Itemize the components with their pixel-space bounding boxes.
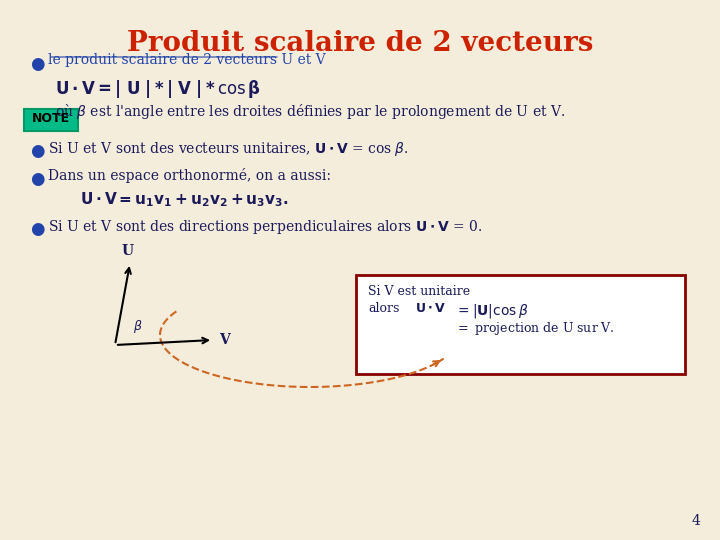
- Text: alors: alors: [368, 302, 400, 315]
- Text: Produit scalaire de 2 vecteurs: Produit scalaire de 2 vecteurs: [127, 30, 593, 57]
- Text: $= |\mathbf{U}| \cos \beta$: $= |\mathbf{U}| \cos \beta$: [455, 302, 528, 320]
- Text: ●: ●: [30, 220, 45, 238]
- Text: $\beta$: $\beta$: [133, 318, 143, 335]
- Text: Si V est unitaire: Si V est unitaire: [368, 285, 470, 298]
- Text: $\mathbf{U \bullet V = u_1v_1 + u_2v_2 + u_3v_3.}$: $\mathbf{U \bullet V = u_1v_1 + u_2v_2 +…: [80, 190, 289, 208]
- Text: ●: ●: [30, 170, 45, 188]
- Text: V: V: [219, 333, 230, 347]
- Text: Dans un espace orthonormé, on a aussi:: Dans un espace orthonormé, on a aussi:: [48, 168, 331, 183]
- FancyBboxPatch shape: [24, 109, 78, 131]
- Text: U: U: [122, 244, 134, 258]
- Text: 4: 4: [691, 514, 700, 528]
- Text: ●: ●: [30, 55, 45, 73]
- Text: NOTE: NOTE: [32, 112, 70, 125]
- Text: où $\beta$ est l'angle entre les droites définies par le prolongement de U et V.: où $\beta$ est l'angle entre les droites…: [55, 102, 565, 121]
- Text: $=$ projection de U sur V.: $=$ projection de U sur V.: [455, 320, 615, 337]
- FancyBboxPatch shape: [356, 275, 685, 374]
- Text: $\mathbf{U \bullet V = |\ U\ | * |\ V\ | * \cos \beta}$: $\mathbf{U \bullet V = |\ U\ | * |\ V\ |…: [55, 78, 261, 100]
- Text: ●: ●: [30, 142, 45, 160]
- Text: $\mathbf{U \bullet V}$: $\mathbf{U \bullet V}$: [415, 302, 446, 315]
- Text: Si U et V sont des vecteurs unitaires, $\mathbf{U \bullet V}$ = cos $\beta$.: Si U et V sont des vecteurs unitaires, $…: [48, 140, 409, 158]
- Text: le produit scalaire de 2 vecteurs U et V: le produit scalaire de 2 vecteurs U et V: [48, 53, 325, 67]
- Text: Si U et V sont des directions perpendiculaires alors $\mathbf{U \bullet V}$ = 0.: Si U et V sont des directions perpendicu…: [48, 218, 482, 236]
